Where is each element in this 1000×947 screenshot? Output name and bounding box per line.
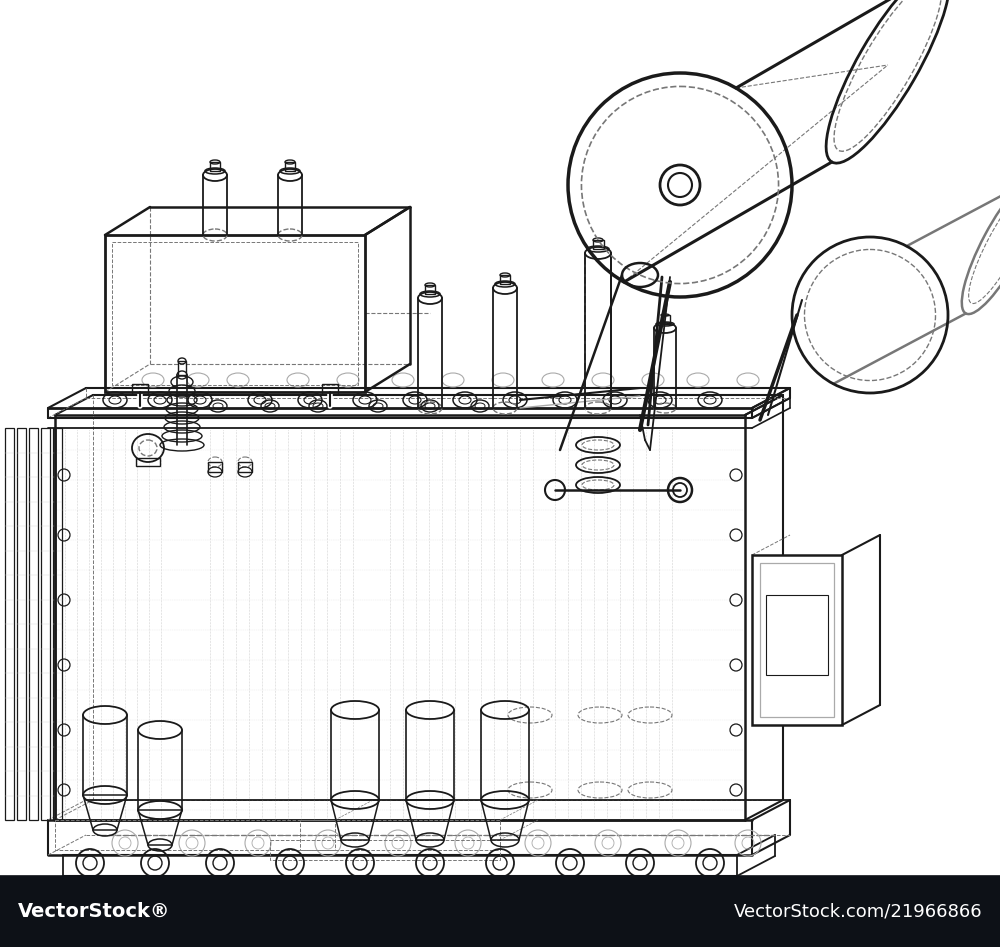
- Bar: [210, 162, 220, 171]
- Bar: [300, 820, 500, 850]
- Bar: [238, 462, 252, 472]
- Bar: [41, 428, 50, 820]
- Bar: [425, 285, 435, 294]
- Bar: [760, 563, 834, 717]
- Bar: [105, 235, 365, 392]
- Bar: [53, 428, 62, 820]
- Bar: [322, 384, 338, 394]
- Bar: [270, 840, 500, 860]
- Text: VectorStock.com/21966866: VectorStock.com/21966866: [733, 902, 982, 920]
- Text: VectorStock®: VectorStock®: [18, 902, 170, 921]
- Bar: [0, 876, 1000, 947]
- Bar: [112, 242, 358, 385]
- Bar: [132, 384, 148, 394]
- Bar: [285, 162, 295, 171]
- Bar: [29, 428, 38, 820]
- Bar: [766, 595, 828, 675]
- Bar: [661, 315, 670, 324]
- Bar: [593, 240, 604, 249]
- Bar: [208, 462, 222, 472]
- Bar: [178, 361, 186, 375]
- Bar: [500, 275, 510, 284]
- Bar: [136, 458, 160, 466]
- Bar: [55, 820, 335, 850]
- Bar: [752, 555, 842, 725]
- Bar: [17, 428, 26, 820]
- Bar: [5, 428, 14, 820]
